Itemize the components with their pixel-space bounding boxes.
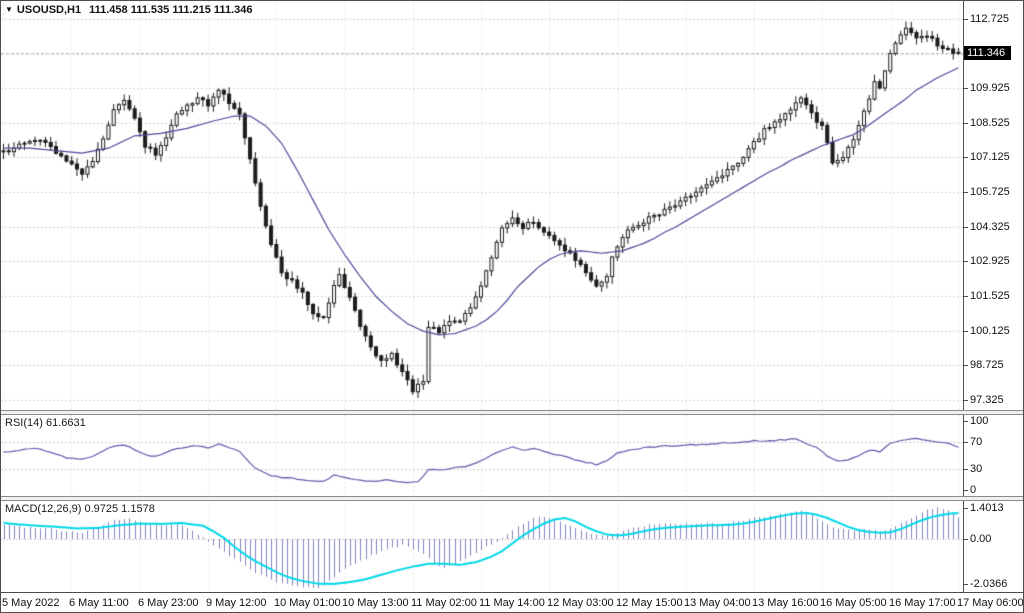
time-axis-label: 17 May 06:00	[957, 597, 1024, 609]
time-axis-label: 13 May 04:00	[684, 597, 751, 609]
macd-axis-label: 0.00	[970, 533, 992, 545]
axis-tick-mark	[964, 123, 968, 124]
current-price-badge: 111.346	[964, 46, 1011, 60]
time-axis-label: 11 May 14:00	[479, 597, 545, 609]
time-axis-label: 16 May 17:00	[889, 597, 956, 609]
rsi-axis-label: 30	[970, 463, 983, 475]
axis-tick-mark	[964, 469, 968, 470]
axis-tick-mark	[964, 19, 968, 20]
panel-splitter-macd[interactable]	[1, 496, 1023, 501]
price-axis-label: 105.725	[970, 186, 1010, 198]
rsi-indicator-label: RSI(14) 61.6631	[5, 417, 86, 429]
time-axis-label: 5 May 2022	[2, 597, 60, 609]
axis-tick-mark	[964, 192, 968, 193]
price-axis-label: 101.525	[970, 290, 1010, 302]
time-axis-label: 10 May 13:00	[342, 597, 409, 609]
rsi-canvas[interactable]	[1, 415, 963, 496]
time-axis-label: 6 May 23:00	[138, 597, 199, 609]
price-axis-label: 108.525	[970, 117, 1010, 129]
time-axis-label: 13 May 16:00	[752, 597, 819, 609]
price-axis-label: 107.125	[970, 151, 1010, 163]
time-axis-label: 16 May 05:00	[820, 597, 887, 609]
macd-axis-label: 1.4013	[970, 502, 1004, 514]
axis-tick-mark	[964, 421, 968, 422]
macd-axis-label: -2.0366	[970, 578, 1008, 590]
price-axis-label: 97.325	[970, 394, 1004, 406]
axis-tick-mark	[964, 442, 968, 443]
axis-tick-mark	[964, 157, 968, 158]
time-axis[interactable]: 5 May 2022 6 May 11:00 6 May 23:00 9 May 12…	[1, 592, 1024, 612]
rsi-axis-label: 70	[970, 436, 983, 448]
price-axis-label: 102.925	[970, 255, 1010, 267]
axis-tick-mark	[964, 584, 968, 585]
symbol-dropdown-icon[interactable]: ▼	[5, 5, 13, 14]
time-axis-label: 9 May 12:00	[206, 597, 267, 609]
price-chart-canvas[interactable]	[1, 1, 963, 410]
axis-tick-mark	[964, 331, 968, 332]
rsi-axis-label: 0	[970, 484, 977, 496]
axis-tick-mark	[964, 261, 968, 262]
time-axis-label: 12 May 15:00	[616, 597, 683, 609]
axis-tick-mark	[964, 539, 968, 540]
axis-tick-mark	[964, 490, 968, 491]
rsi-axis-label: 100	[970, 415, 989, 427]
axis-tick-mark	[964, 400, 968, 401]
price-axis-label: 112.725	[970, 13, 1009, 25]
time-axis-label: 12 May 03:00	[547, 597, 614, 609]
time-axis-label: 11 May 02:00	[411, 597, 477, 609]
axis-tick-mark	[964, 508, 968, 509]
macd-canvas[interactable]	[1, 501, 963, 592]
price-axis-label: 100.125	[970, 325, 1010, 337]
ohlc-readout: ▼ USOUSD,H1 111.458 111.535 111.215 111.34…	[5, 4, 252, 16]
ohlc-values: 111.458 111.535 111.215 111.346	[89, 4, 253, 16]
time-axis-label: 10 May 01:00	[274, 597, 341, 609]
symbol-timeframe-label: USOUSD,H1	[16, 4, 82, 16]
axis-tick-mark	[964, 88, 968, 89]
panel-splitter-rsi[interactable]	[1, 410, 1023, 415]
time-axis-label: 6 May 11:00	[69, 597, 129, 609]
axis-tick-mark	[964, 227, 968, 228]
price-axis-label: 98.725	[970, 359, 1004, 371]
price-axis-label: 109.925	[970, 82, 1010, 94]
axis-tick-mark	[964, 365, 968, 366]
price-axis-label: 104.325	[970, 221, 1010, 233]
price-axis[interactable]: 112.725111.325109.925108.525107.125105.7…	[963, 1, 1023, 592]
axis-tick-mark	[964, 296, 968, 297]
macd-indicator-label: MACD(12,26,9) 0.9725 1.1578	[5, 503, 155, 515]
